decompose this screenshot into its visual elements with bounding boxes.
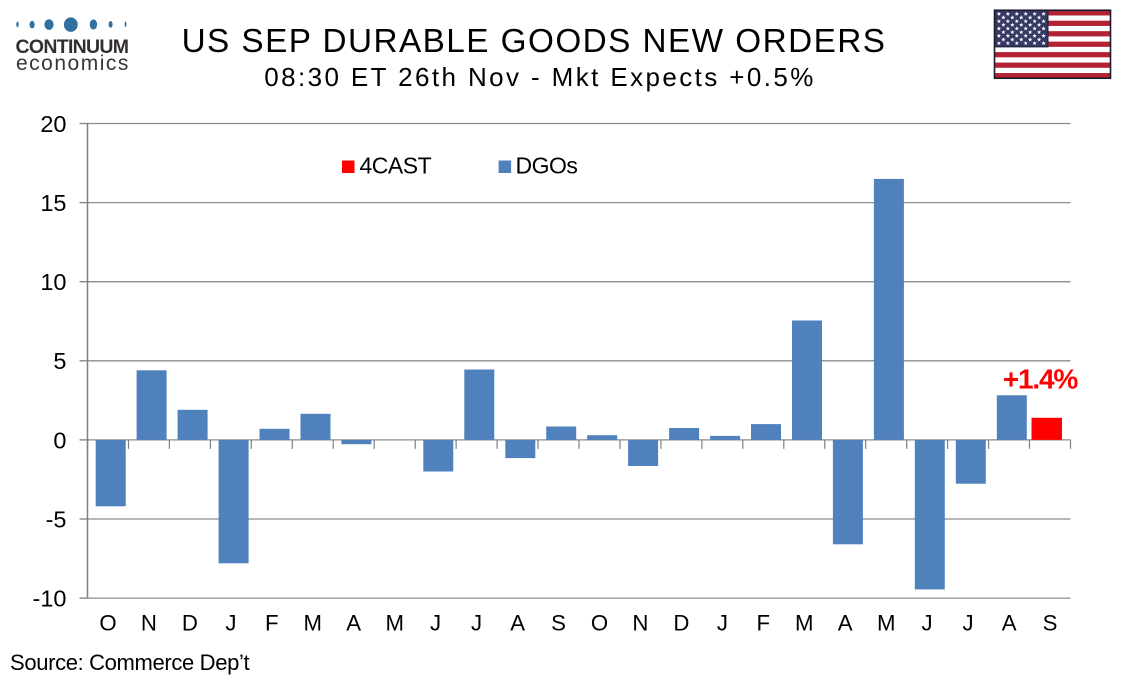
svg-text:A: A [838, 611, 853, 636]
svg-text:J: J [922, 611, 933, 636]
svg-text:A: A [510, 611, 525, 636]
svg-text:D: D [182, 611, 198, 636]
svg-text:M: M [385, 611, 403, 636]
svg-text:F: F [265, 611, 279, 636]
svg-text:15: 15 [40, 190, 66, 216]
svg-text:N: N [632, 611, 648, 636]
svg-text:O: O [591, 611, 608, 636]
svg-text:DGOs: DGOs [516, 153, 578, 179]
svg-text:J: J [430, 611, 441, 636]
svg-text:-5: -5 [46, 506, 67, 532]
svg-text:J: J [225, 611, 236, 636]
svg-text:N: N [141, 611, 157, 636]
svg-text:O: O [99, 611, 116, 636]
svg-text:J: J [471, 611, 482, 636]
svg-text:5: 5 [53, 348, 66, 374]
svg-text:+1.4%: +1.4% [1003, 363, 1078, 394]
svg-text:-10: -10 [33, 586, 67, 612]
svg-text:M: M [877, 611, 895, 636]
svg-text:S: S [1043, 611, 1058, 636]
svg-text:J: J [963, 611, 974, 636]
svg-text:20: 20 [40, 111, 66, 137]
svg-text:0: 0 [53, 427, 66, 453]
svg-text:4CAST: 4CAST [360, 153, 432, 179]
svg-text:M: M [304, 611, 322, 636]
svg-text:M: M [795, 611, 813, 636]
svg-text:S: S [551, 611, 566, 636]
svg-text:D: D [673, 611, 689, 636]
svg-text:A: A [346, 611, 361, 636]
svg-text:10: 10 [40, 269, 66, 295]
svg-text:A: A [1002, 611, 1017, 636]
svg-text:J: J [717, 611, 728, 636]
svg-text:F: F [757, 611, 771, 636]
